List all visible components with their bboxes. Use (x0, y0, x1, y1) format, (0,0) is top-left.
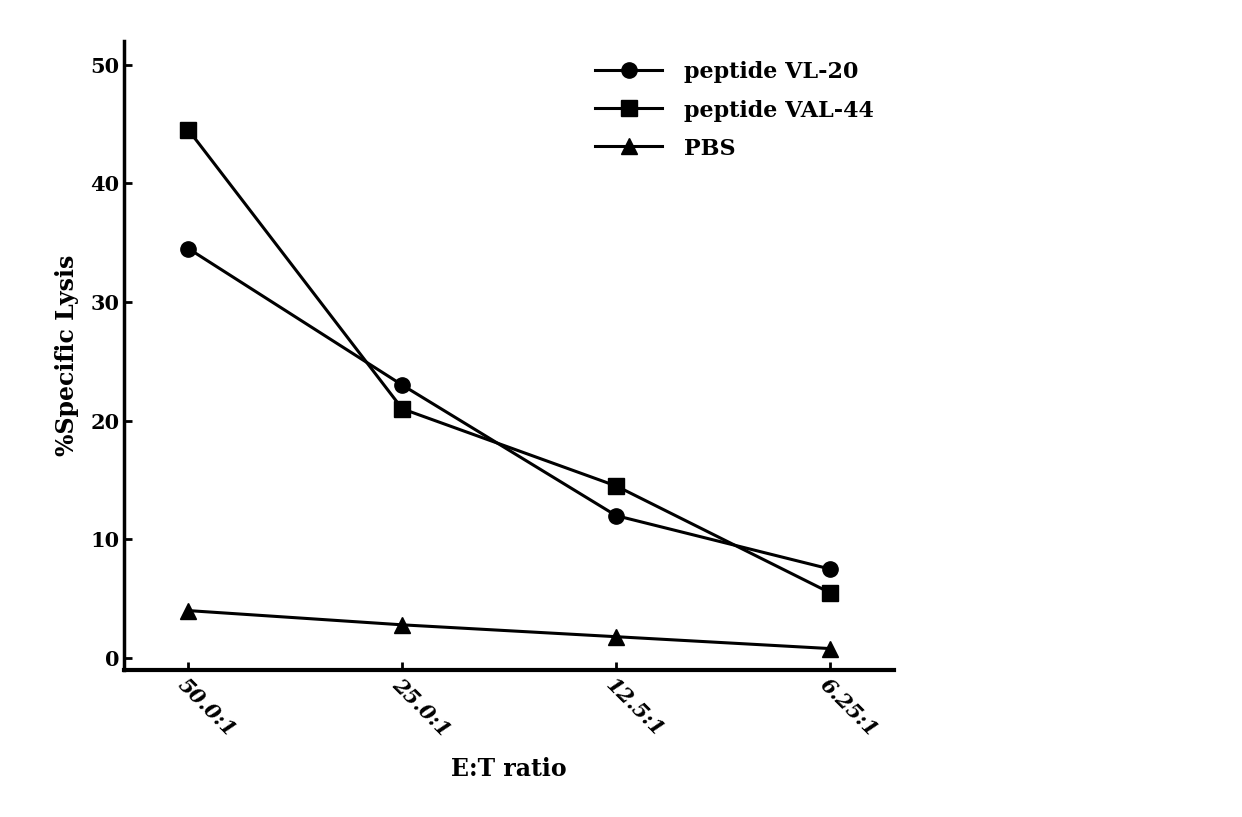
PBS (181, 605, 196, 615)
Line: peptide VL-20: peptide VL-20 (181, 241, 837, 577)
Legend: peptide VL-20, peptide VAL-44, PBS: peptide VL-20, peptide VAL-44, PBS (586, 52, 883, 168)
peptide VAL-44 (822, 588, 837, 598)
peptide VL-20 (395, 380, 410, 390)
Line: PBS: PBS (181, 603, 837, 656)
peptide VAL-44 (181, 125, 196, 135)
X-axis label: E:T ratio: E:T ratio (451, 757, 568, 781)
PBS (395, 620, 410, 630)
peptide VAL-44 (609, 481, 623, 491)
peptide VL-20 (609, 511, 623, 520)
peptide VL-20 (181, 243, 196, 253)
PBS (609, 632, 623, 641)
PBS (822, 644, 837, 654)
Y-axis label: %Specific Lysis: %Specific Lysis (55, 255, 79, 456)
peptide VAL-44 (395, 404, 410, 413)
Line: peptide VAL-44: peptide VAL-44 (181, 123, 837, 600)
peptide VL-20 (822, 565, 837, 574)
